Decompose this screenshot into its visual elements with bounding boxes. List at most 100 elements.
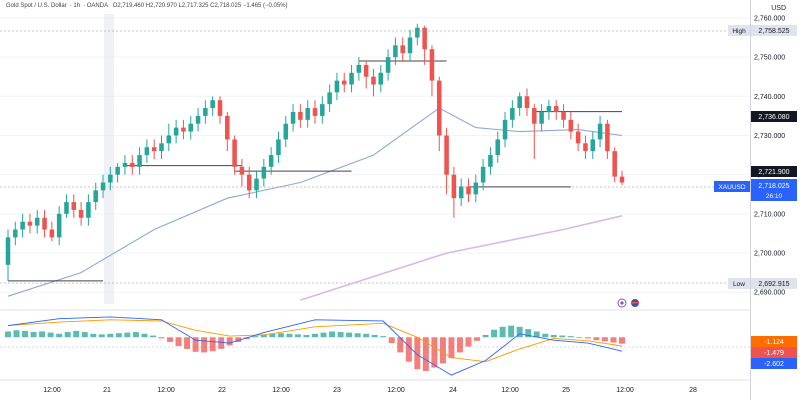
candle-body	[20, 221, 25, 230]
candle	[93, 182, 98, 210]
currency-label[interactable]: USD	[771, 5, 786, 12]
candle	[583, 135, 588, 159]
candle-body	[173, 127, 179, 136]
candle	[407, 29, 413, 62]
macd-bar	[201, 337, 208, 353]
candle-body	[5, 237, 11, 265]
y-tick-label: 2,700.000	[754, 251, 785, 258]
macd-bar	[542, 333, 549, 338]
candle	[371, 68, 376, 97]
x-tick-label: 24	[449, 387, 457, 394]
time-axis[interactable]: 12:00 21 12:00 22 12:00 23 12:00 24 12:00 25 12:00…	[43, 387, 697, 394]
candle-body	[444, 135, 449, 175]
y-tick-label: 2,760.000	[754, 15, 785, 22]
candle	[34, 209, 40, 234]
macd-bar	[294, 334, 301, 338]
macd-bar	[13, 330, 20, 338]
macd-bar	[124, 332, 131, 338]
macd-bar	[422, 337, 429, 372]
macd-bar	[39, 331, 46, 338]
macd-bar	[482, 334, 489, 338]
candle-body	[341, 80, 347, 85]
candle	[210, 96, 215, 116]
ma-fast-line	[7, 107, 623, 297]
macd-bar	[550, 334, 557, 338]
ohlc-readout: O2,719.460 H2,720.970 L2,717.325 C2,718.…	[112, 3, 288, 9]
candle	[129, 155, 135, 175]
current-price-badge[interactable]: XAUUSD 2,718.025 26:10	[714, 179, 797, 201]
macd-bar	[175, 337, 182, 346]
macd-bar	[47, 332, 54, 338]
y-tick-label: 2,730.000	[754, 133, 785, 140]
candle	[20, 213, 25, 238]
macd-bar	[499, 326, 506, 338]
candle-body	[517, 96, 522, 109]
candle-body	[524, 96, 530, 109]
candle-body	[232, 139, 237, 167]
macd-bar	[303, 334, 310, 338]
timeframe[interactable]: 1h	[73, 3, 81, 9]
high-badge: High 2,758.525	[728, 25, 797, 36]
candle	[276, 131, 281, 163]
high-badge-label: High	[732, 28, 746, 35]
candle	[320, 96, 325, 124]
candle	[225, 111, 230, 152]
candle	[436, 76, 442, 152]
candle-body	[400, 45, 405, 54]
candle	[502, 111, 508, 148]
macd-bar	[149, 335, 156, 338]
candle-body	[415, 27, 420, 38]
event-icons[interactable]	[617, 298, 639, 308]
macd-bar	[448, 337, 455, 359]
x-tick-label: 12:00	[501, 387, 519, 394]
y-tick-label: 2,710.000	[754, 211, 785, 218]
macd-bar	[5, 331, 11, 338]
candle-body	[100, 182, 106, 191]
candle	[444, 127, 449, 195]
candle	[166, 123, 172, 152]
macd-bar	[465, 337, 472, 347]
candle	[86, 194, 91, 226]
candle-body	[539, 111, 544, 124]
candle-body	[466, 186, 471, 195]
macd-bar	[439, 337, 446, 364]
candle	[100, 174, 106, 199]
horizontal-levels[interactable]	[8, 60, 622, 282]
macd-bar	[593, 337, 600, 341]
candle	[181, 119, 186, 140]
macd-bar	[73, 330, 80, 338]
candle	[400, 37, 405, 62]
candle-body	[561, 111, 566, 120]
macd-bar	[260, 334, 267, 338]
candle	[532, 104, 537, 159]
macd-bar	[431, 337, 438, 368]
macd-bar	[90, 333, 97, 338]
price-axis[interactable]: 2,690.0002,700.0002,710.0002,720.0002,73…	[754, 15, 785, 296]
candle-body	[356, 64, 362, 73]
y-tick-label: 2,690.000	[754, 290, 785, 297]
candle-body	[532, 108, 537, 124]
candle	[612, 147, 617, 183]
candle	[605, 119, 610, 159]
candle-body	[422, 27, 427, 50]
candle	[524, 88, 530, 116]
macd-bar	[559, 335, 566, 338]
candle	[78, 202, 84, 226]
macd-bar	[533, 331, 540, 338]
candle	[480, 159, 486, 191]
candle	[173, 119, 179, 144]
level-badge-1: 2,736.080	[751, 111, 797, 122]
candle-body	[239, 166, 245, 175]
candle-body	[13, 229, 18, 238]
candle	[510, 100, 515, 128]
macd-bar	[167, 337, 174, 342]
dividend-icon-dot	[620, 301, 624, 305]
candle-body	[305, 108, 310, 120]
candle-body	[612, 151, 617, 177]
candle-body	[334, 80, 340, 93]
macd-bar	[56, 333, 63, 338]
macd-bar	[354, 333, 361, 338]
candle	[217, 96, 223, 124]
